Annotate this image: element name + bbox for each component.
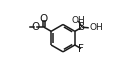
Text: OH: OH <box>90 23 103 32</box>
Text: O: O <box>40 14 48 24</box>
Text: OH: OH <box>71 16 85 25</box>
Text: O: O <box>32 22 40 32</box>
Text: B: B <box>78 22 86 32</box>
Text: F: F <box>78 44 84 54</box>
